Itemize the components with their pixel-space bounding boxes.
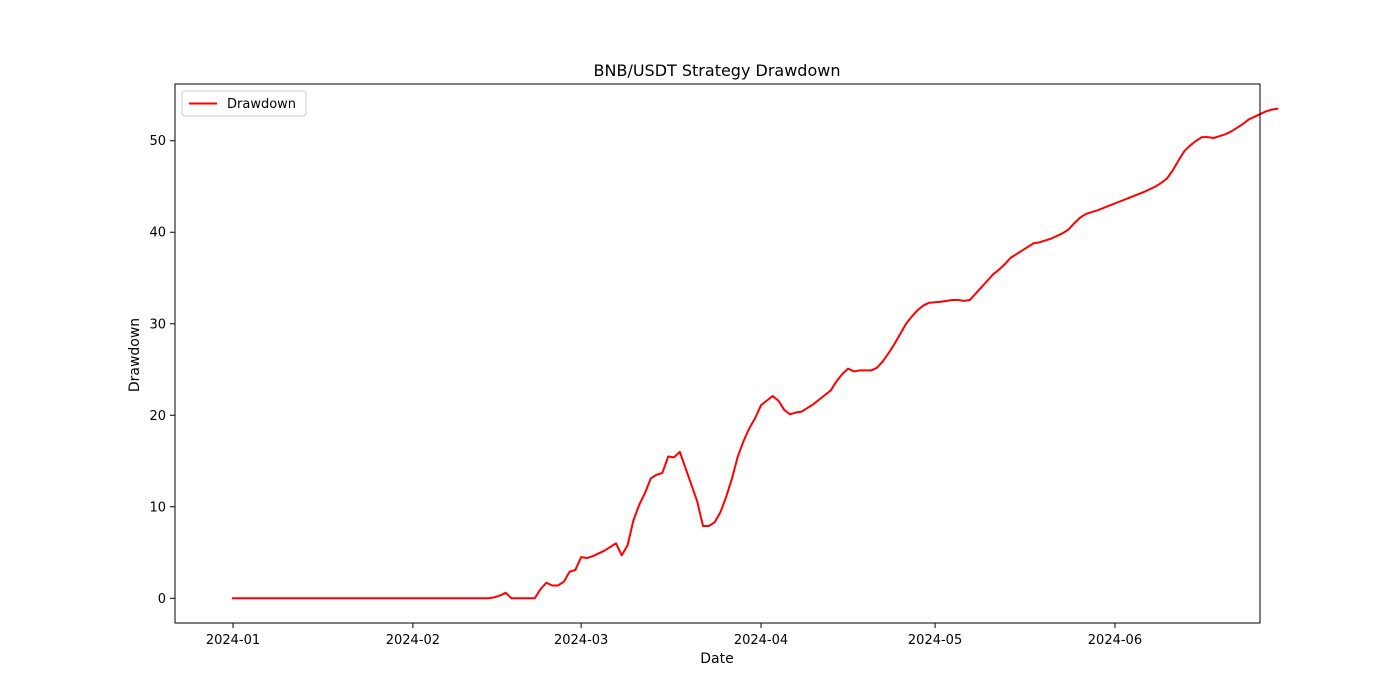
x-tick-label: 2024-03: [554, 633, 608, 648]
plot-frame: [174, 83, 1261, 624]
x-tick-label: 2024-06: [1088, 633, 1142, 648]
x-tick-label: 2024-02: [386, 633, 440, 648]
x-tick-label: 2024-05: [908, 633, 962, 648]
y-tick-label: 10: [149, 500, 166, 515]
x-tick-label: 2024-04: [734, 633, 788, 648]
y-tick-label: 40: [149, 226, 166, 241]
y-axis: 0 10 20 30 40 50: [149, 134, 175, 607]
y-tick-label: 0: [158, 592, 166, 607]
legend: Drawdown: [181, 90, 307, 117]
series-line-drawdown: [232, 107, 1279, 600]
legend-box: [181, 90, 307, 117]
y-tick-label: 50: [149, 134, 166, 149]
legend-label-drawdown: Drawdown: [227, 97, 296, 112]
y-tick-label: 30: [149, 317, 166, 332]
chart-title: BNB/USDT Strategy Drawdown: [594, 61, 841, 80]
y-axis-label: Drawdown: [127, 318, 143, 392]
x-axis-label: Date: [700, 651, 733, 667]
x-axis: 2024-01 2024-02 2024-03 2024-04 2024-05 2024-…: [206, 623, 1142, 648]
plot-area: [174, 83, 1279, 624]
x-tick-label: 2024-01: [206, 633, 260, 648]
y-tick-label: 20: [149, 409, 166, 424]
